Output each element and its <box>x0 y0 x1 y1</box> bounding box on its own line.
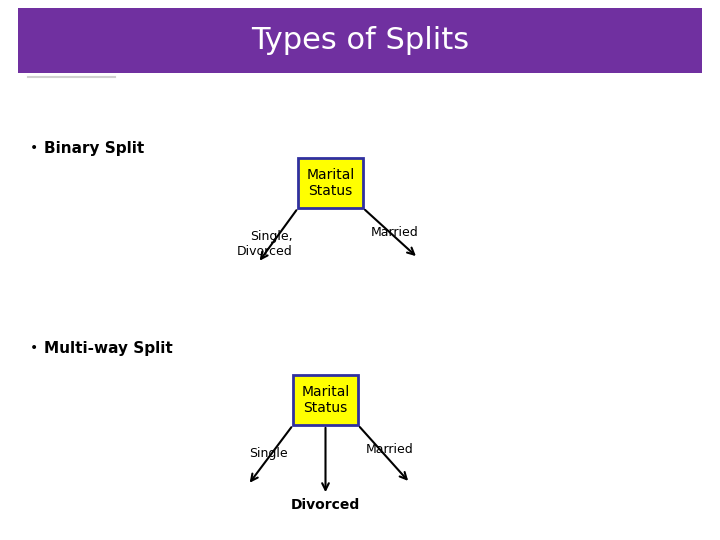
FancyBboxPatch shape <box>298 158 363 208</box>
Text: Multi-way Split: Multi-way Split <box>44 341 173 355</box>
Text: Marital
Status: Marital Status <box>307 168 355 198</box>
FancyBboxPatch shape <box>293 375 358 425</box>
FancyBboxPatch shape <box>18 8 702 73</box>
Text: •: • <box>30 141 38 155</box>
Text: Single,
Divorced: Single, Divorced <box>238 230 293 258</box>
Text: Binary Split: Binary Split <box>44 140 144 156</box>
Text: Single: Single <box>249 447 288 460</box>
Text: Types of Splits: Types of Splits <box>251 26 469 55</box>
Text: Married: Married <box>366 443 414 456</box>
Text: Married: Married <box>371 226 419 239</box>
Text: Marital
Status: Marital Status <box>302 385 350 415</box>
Text: Divorced: Divorced <box>291 498 360 512</box>
Text: •: • <box>30 341 38 355</box>
